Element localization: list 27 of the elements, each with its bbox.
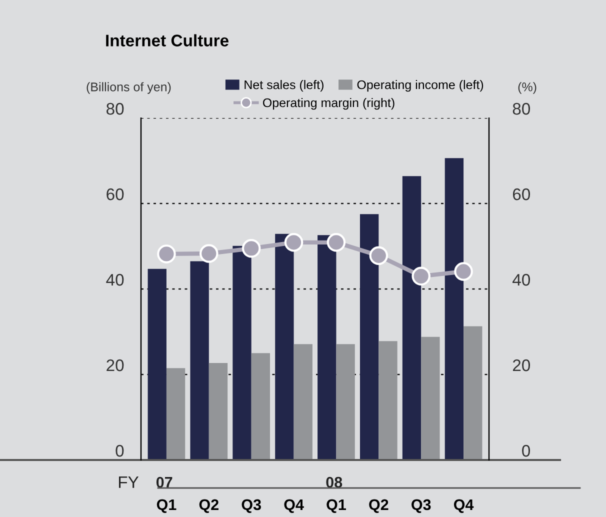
y2-tick-label: 40 xyxy=(512,274,530,286)
y-tick-label: 0 xyxy=(116,444,124,457)
text: 08 xyxy=(326,476,342,488)
text: 07 xyxy=(156,476,172,488)
y2-tick-label: 0 xyxy=(522,444,530,457)
y2-tick-label: 80 xyxy=(512,102,530,115)
x-tick-label: Q4 xyxy=(284,499,304,513)
y-tick-label: 60 xyxy=(106,188,124,200)
x-tick-label: Q3 xyxy=(412,499,431,513)
legend-label: Operating margin (right) xyxy=(263,98,394,110)
x-tick-label: Q2 xyxy=(199,499,218,513)
y-axis-title: (Billions of yen) xyxy=(86,82,171,94)
x-tick-label: Q4 xyxy=(454,499,474,513)
y2-tick-label: 20 xyxy=(512,359,530,372)
legend-label: Operating income (left) xyxy=(357,80,484,92)
y2-axis-title: (%) xyxy=(518,82,536,94)
text: FY xyxy=(118,476,139,488)
x-tick-label: Q2 xyxy=(369,499,388,513)
x-tick-label: Q3 xyxy=(242,499,261,513)
chart-title: Internet Culture xyxy=(106,34,229,46)
x-tick-label: Q1 xyxy=(156,499,176,513)
y-tick-label: 20 xyxy=(106,359,124,372)
y-tick-label: 80 xyxy=(106,102,124,115)
y2-tick-label: 60 xyxy=(512,188,530,200)
legend-label: Net sales (left) xyxy=(244,80,324,92)
y-tick-label: 40 xyxy=(106,274,124,286)
x-tick-label: Q1 xyxy=(326,499,346,513)
